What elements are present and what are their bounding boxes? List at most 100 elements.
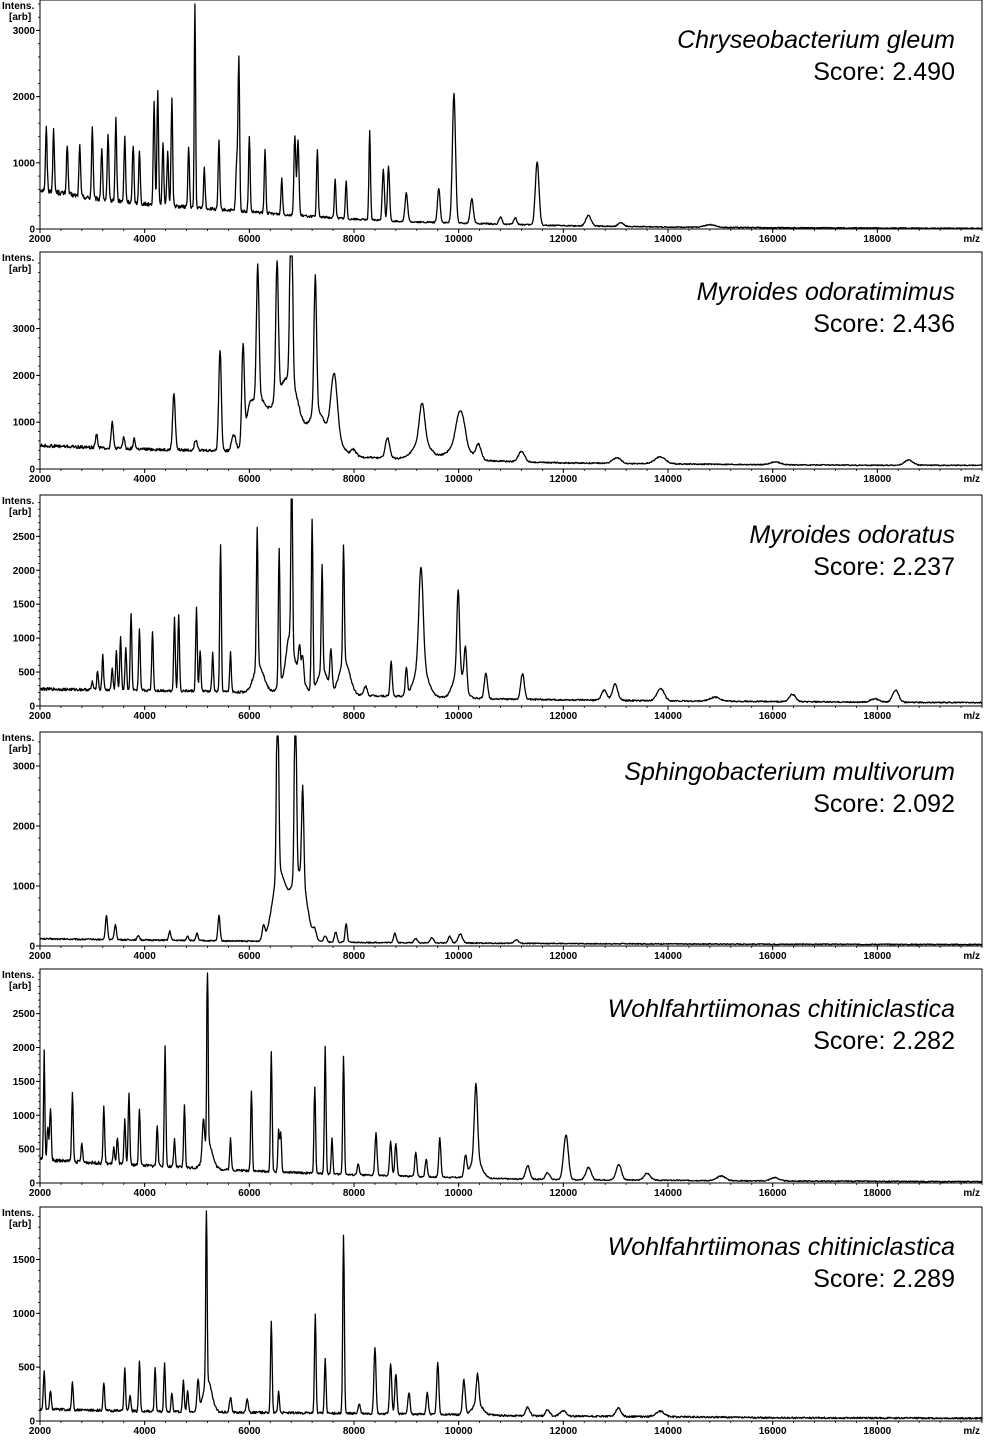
species-name: Myroides odoratus [749,521,955,549]
x-axis-label: m/z [963,1426,980,1437]
x-tick-label: 14000 [654,1188,682,1199]
x-tick-label: 10000 [445,234,473,245]
y-tick-label: 2500 [13,532,36,543]
spectrum-panel: Intens.[arb] 0 1000 2000 3000 2000 4000 6000 800… [2,731,983,962]
y-tick-label: 2000 [13,92,36,103]
y-axis-unit-label: [arb] [9,744,31,755]
x-tick-label: 14000 [654,1426,682,1437]
y-tick-label: 3000 [13,26,36,37]
x-tick-label: 18000 [863,1426,891,1437]
y-axis-label: Intens. [2,253,34,264]
x-tick-label: 6000 [238,474,261,485]
identification-score: Score: 2.282 [813,1027,955,1055]
y-tick-label: 1000 [13,418,36,429]
species-name: Chryseobacterium gleum [677,26,955,54]
spectrum-panel: Intens.[arb] 0 1000 2000 3000 2000 4000 6000 800… [2,0,983,245]
x-axis-label: m/z [963,711,980,722]
y-axis-label: Intens. [2,496,34,507]
identification-score: Score: 2.237 [813,553,955,581]
y-axis-label: Intens. [2,970,34,981]
x-tick-label: 10000 [445,711,473,722]
x-axis-label: m/z [963,1188,980,1199]
identification-score: Score: 2.092 [813,790,955,818]
x-tick-label: 6000 [238,234,261,245]
species-name: Wohlfahrtiimonas chitiniclastica [608,995,955,1023]
x-tick-label: 2000 [29,1426,52,1437]
x-tick-label: 8000 [343,234,366,245]
identification-score: Score: 2.436 [813,310,955,338]
y-tick-label: 0 [29,942,35,953]
y-tick-label: 0 [29,465,35,476]
x-tick-label: 14000 [654,474,682,485]
x-tick-label: 18000 [863,951,891,962]
x-tick-label: 4000 [134,711,157,722]
x-tick-label: 6000 [238,1426,261,1437]
plot-frame [39,251,983,470]
x-tick-label: 6000 [238,951,261,962]
x-tick-label: 18000 [863,474,891,485]
spectrum-panel: Intens.[arb] 0 1000 2000 3000 2000 4000 6000 800… [2,251,983,485]
x-tick-label: 10000 [445,1426,473,1437]
spectrum-trace [39,3,983,230]
y-tick-label: 500 [18,1145,35,1156]
x-tick-label: 12000 [549,234,577,245]
y-tick-label: 1500 [13,1255,36,1266]
x-tick-label: 2000 [29,1188,52,1199]
x-tick-label: 4000 [134,474,157,485]
y-tick-label: 2000 [13,1043,36,1054]
x-axis-label: m/z [963,234,980,245]
x-tick-label: 2000 [29,951,52,962]
y-tick-label: 1500 [13,1077,36,1088]
x-tick-label: 4000 [134,1188,157,1199]
x-axis-label: m/z [963,951,980,962]
y-tick-label: 0 [29,1179,35,1190]
x-tick-label: 18000 [863,711,891,722]
y-axis-label: Intens. [2,1,34,12]
plot-frame [39,968,983,1184]
x-tick-label: 16000 [759,1188,787,1199]
y-tick-label: 3000 [13,762,36,773]
x-tick-label: 4000 [134,951,157,962]
x-tick-label: 16000 [759,711,787,722]
spectrum-trace [39,972,983,1183]
y-axis-unit-label: [arb] [9,507,31,518]
x-tick-label: 12000 [549,474,577,485]
x-tick-label: 12000 [549,951,577,962]
y-tick-label: 3000 [13,324,36,335]
x-tick-label: 16000 [759,1426,787,1437]
spectrum-trace [39,735,983,946]
x-tick-label: 4000 [134,1426,157,1437]
identification-score: Score: 2.289 [813,1265,955,1293]
y-tick-label: 1000 [13,1111,36,1122]
y-tick-label: 2000 [13,822,36,833]
y-tick-label: 1000 [13,634,36,645]
y-tick-label: 500 [18,668,35,679]
plot-frame [39,494,983,707]
y-tick-label: 1500 [13,600,36,611]
spectrum-trace [39,1210,983,1420]
x-tick-label: 14000 [654,234,682,245]
y-axis-unit-label: [arb] [9,12,31,23]
x-tick-label: 10000 [445,474,473,485]
plot-frame [39,0,983,230]
x-tick-label: 2000 [29,234,52,245]
x-tick-label: 10000 [445,1188,473,1199]
x-tick-label: 16000 [759,474,787,485]
spectrum-panel: Intens.[arb] 0 500 1000 1500 2000 4000 6000 8000… [2,1206,983,1437]
y-axis-label: Intens. [2,1208,34,1219]
x-tick-label: 6000 [238,1188,261,1199]
x-tick-label: 18000 [863,1188,891,1199]
x-tick-label: 6000 [238,711,261,722]
y-axis-unit-label: [arb] [9,264,31,275]
plot-frame [39,731,983,947]
y-tick-label: 2000 [13,566,36,577]
x-tick-label: 14000 [654,711,682,722]
y-tick-label: 0 [29,1417,35,1428]
y-tick-label: 0 [29,225,35,236]
plot-frame [39,1206,983,1422]
x-tick-label: 12000 [549,1188,577,1199]
identification-score: Score: 2.490 [813,58,955,86]
x-tick-label: 4000 [134,234,157,245]
x-tick-label: 12000 [549,1426,577,1437]
species-name: Sphingobacterium multivorum [624,758,955,786]
